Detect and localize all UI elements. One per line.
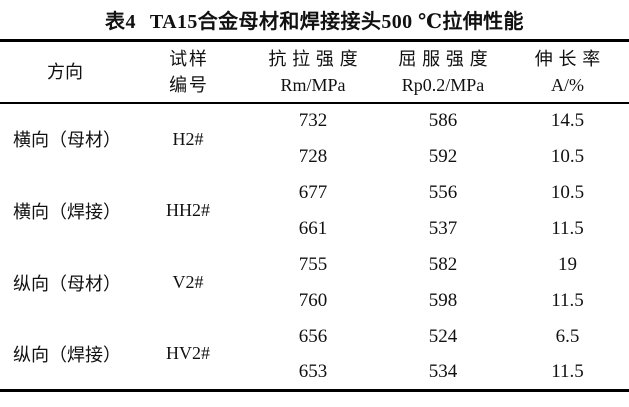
header-sample-line1: 试样: [169, 48, 209, 69]
rp-value: 582: [428, 253, 458, 275]
table-row: 纵向（焊接） HV2# 656 524 6.5: [0, 319, 629, 365]
rp-value: 537: [428, 217, 458, 239]
col-header-tensile-strength: 抗拉强度 Rm/MPa: [246, 41, 380, 103]
col-header-sample-id: 试样 编号: [130, 41, 246, 103]
rm-value: 653: [298, 360, 328, 382]
direction-cell: 横向（焊接）: [13, 201, 121, 222]
header-row: 方向 试样 编号 抗拉强度 Rm/MPa 屈服强度 Rp0.2/MPa 伸长率 …: [0, 41, 629, 103]
table-row: 728 592 10.5: [0, 139, 629, 175]
header-direction-label: 方向: [47, 61, 83, 82]
direction-cell: 纵向（母材）: [13, 273, 121, 294]
a-value: 11.5: [551, 289, 584, 311]
table-row: 纵向（母材） V2# 755 582 19: [0, 247, 629, 294]
col-header-direction: 方向: [0, 41, 130, 103]
table-body: 横向（母材） H2# 732 586 14.5 728 592 10.5 横向（…: [0, 103, 629, 391]
rp-value: 598: [428, 289, 458, 311]
rp-value: 556: [428, 181, 458, 203]
sample-id-cell: H2#: [172, 128, 204, 149]
table-row: 横向（母材） H2# 732 586 14.5: [0, 103, 629, 150]
a-value: 11.5: [551, 217, 584, 239]
header-a-label: 伸长率: [534, 48, 607, 69]
tensile-properties-table: 方向 试样 编号 抗拉强度 Rm/MPa 屈服强度 Rp0.2/MPa 伸长率 …: [0, 39, 629, 392]
rm-value: 760: [298, 289, 328, 311]
header-rp-label: 屈服强度: [398, 48, 494, 69]
rp-value: 534: [428, 360, 458, 382]
rp-value: 524: [428, 325, 458, 347]
col-header-yield-strength: 屈服强度 Rp0.2/MPa: [380, 41, 506, 103]
rp-value: 586: [428, 110, 458, 131]
rm-value: 728: [298, 145, 328, 167]
rm-value: 661: [298, 217, 328, 239]
direction-cell: 横向（母材）: [13, 130, 121, 150]
a-value: 11.5: [551, 360, 584, 382]
col-header-elongation: 伸长率 A/%: [506, 41, 629, 103]
rm-value: 656: [298, 325, 328, 347]
sample-id-cell: V2#: [172, 272, 204, 292]
a-value: 10.5: [550, 181, 585, 203]
table-row: 760 598 11.5: [0, 283, 629, 319]
header-rm-unit: Rm/MPa: [280, 74, 346, 95]
header-sample-line2: 编号: [169, 74, 209, 95]
table-number: 表4: [105, 11, 136, 33]
table-row: 661 537 11.5: [0, 211, 629, 247]
rm-value: 732: [298, 110, 328, 131]
sample-id-cell: HV2#: [166, 343, 210, 364]
a-value: 14.5: [550, 110, 585, 131]
sample-id-cell: HH2#: [166, 200, 210, 220]
rm-value: 677: [298, 181, 328, 203]
direction-cell: 纵向（焊接）: [13, 344, 121, 365]
header-rm-label: 抗拉强度: [268, 48, 364, 69]
table-row: 横向（焊接） HH2# 677 556 10.5: [0, 175, 629, 222]
table-row: 653 534 11.5: [0, 355, 629, 391]
a-value: 6.5: [555, 325, 580, 347]
rp-value: 592: [428, 145, 458, 167]
a-value: 19: [558, 253, 577, 275]
rm-value: 755: [298, 253, 328, 275]
header-rp-unit: Rp0.2/MPa: [401, 74, 485, 95]
table-title-text: TA15合金母材和焊接接头500 ℃拉伸性能: [149, 11, 524, 33]
table-header: 方向 试样 编号 抗拉强度 Rm/MPa 屈服强度 Rp0.2/MPa 伸长率 …: [0, 41, 629, 103]
a-value: 10.5: [550, 145, 585, 167]
header-a-unit: A/%: [551, 74, 584, 95]
table-caption: 表4 TA15合金母材和焊接接头500 ℃拉伸性能: [0, 0, 629, 39]
